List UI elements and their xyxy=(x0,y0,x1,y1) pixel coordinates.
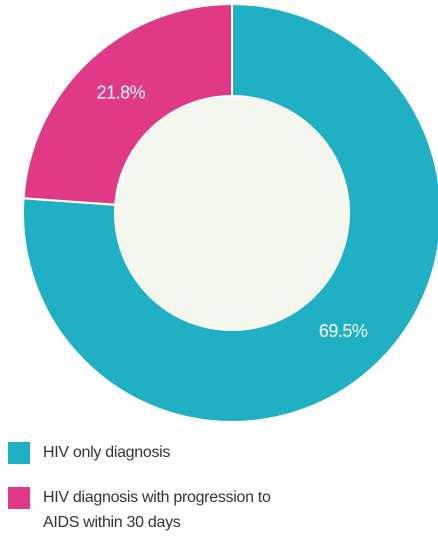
legend-label: HIV diagnosis with progression to AIDS w… xyxy=(43,489,271,531)
chart: 69.5% 21.8% xyxy=(22,2,438,423)
legend-label: HIV only diagnosis xyxy=(43,444,171,461)
data-label: 21.8% xyxy=(97,82,146,102)
legend-item: HIV diagnosis with progression to AIDS w… xyxy=(8,485,308,535)
legend: HIV only diagnosis HIV diagnosis with pro… xyxy=(8,440,308,548)
legend-swatch xyxy=(8,442,30,464)
data-label: 69.5% xyxy=(319,321,368,341)
donut-hole xyxy=(116,97,348,329)
legend-swatch xyxy=(8,487,30,509)
donut-slice xyxy=(22,2,233,206)
legend-item: HIV only diagnosis xyxy=(8,440,308,465)
